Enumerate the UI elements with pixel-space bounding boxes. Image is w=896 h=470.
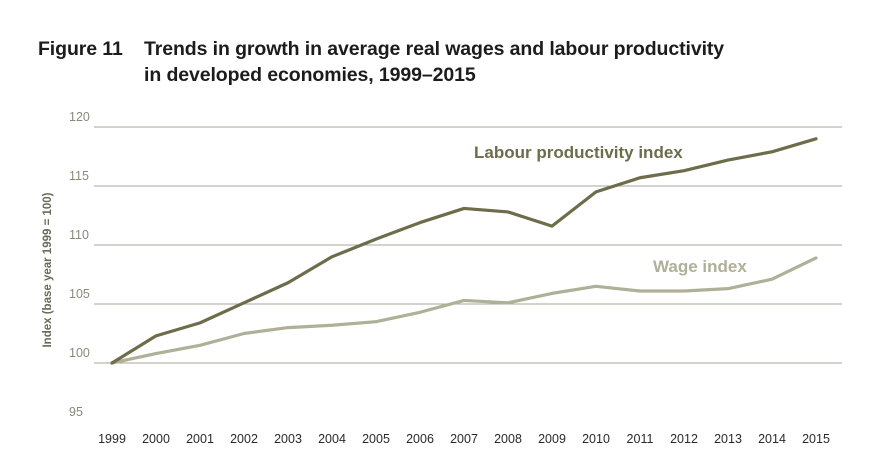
x-tick-label: 2012 xyxy=(670,432,698,446)
x-tick-label: 2003 xyxy=(274,432,302,446)
x-tick-label: 2011 xyxy=(627,432,654,446)
x-tick-label: 2007 xyxy=(450,432,478,446)
wage-series-label: Wage index xyxy=(653,257,747,276)
x-tick-label: 1999 xyxy=(98,432,126,446)
y-tick-label: 105 xyxy=(69,287,90,301)
x-tick-label: 2004 xyxy=(318,432,346,446)
x-tick-label: 2000 xyxy=(142,432,170,446)
y-tick-label: 110 xyxy=(69,228,89,242)
y-tick-label: 115 xyxy=(69,169,89,183)
figure-label: Figure 11 xyxy=(38,38,123,60)
productivity-series-label: Labour productivity index xyxy=(474,143,683,162)
x-tick-label: 2005 xyxy=(362,432,390,446)
x-tick-label: 2002 xyxy=(230,432,258,446)
y-axis-ticks: 95 100 105 110 115 120 xyxy=(69,110,90,419)
x-tick-label: 2001 xyxy=(186,432,214,446)
series-labels: Labour productivity index Wage index xyxy=(474,143,747,276)
x-axis-ticks: 1999 2000 2001 2002 2003 2004 2005 2006 2007 2008… xyxy=(98,432,830,446)
y-tick-label: 95 xyxy=(69,405,83,419)
title-line-1: Trends in growth in average real wages a… xyxy=(144,38,725,60)
x-tick-label: 2010 xyxy=(582,432,610,446)
y-axis-label: Index (base year 1999 = 100) xyxy=(42,192,54,347)
x-tick-label: 2008 xyxy=(494,432,522,446)
x-tick-label: 2013 xyxy=(714,432,742,446)
series-lines xyxy=(110,137,818,365)
x-tick-label: 2014 xyxy=(758,432,786,446)
wage-line xyxy=(110,256,818,365)
x-tick-label: 2006 xyxy=(406,432,434,446)
productivity-line xyxy=(110,137,818,365)
y-tick-label: 100 xyxy=(69,346,90,360)
x-tick-label: 2009 xyxy=(538,432,566,446)
x-tick-label: 2015 xyxy=(802,432,830,446)
title-line-2: in developed economies, 1999–2015 xyxy=(144,64,476,86)
y-tick-label: 120 xyxy=(69,110,90,124)
chart-title: Figure 11 Trends in growth in average rea… xyxy=(38,36,724,88)
gridlines xyxy=(94,126,842,364)
